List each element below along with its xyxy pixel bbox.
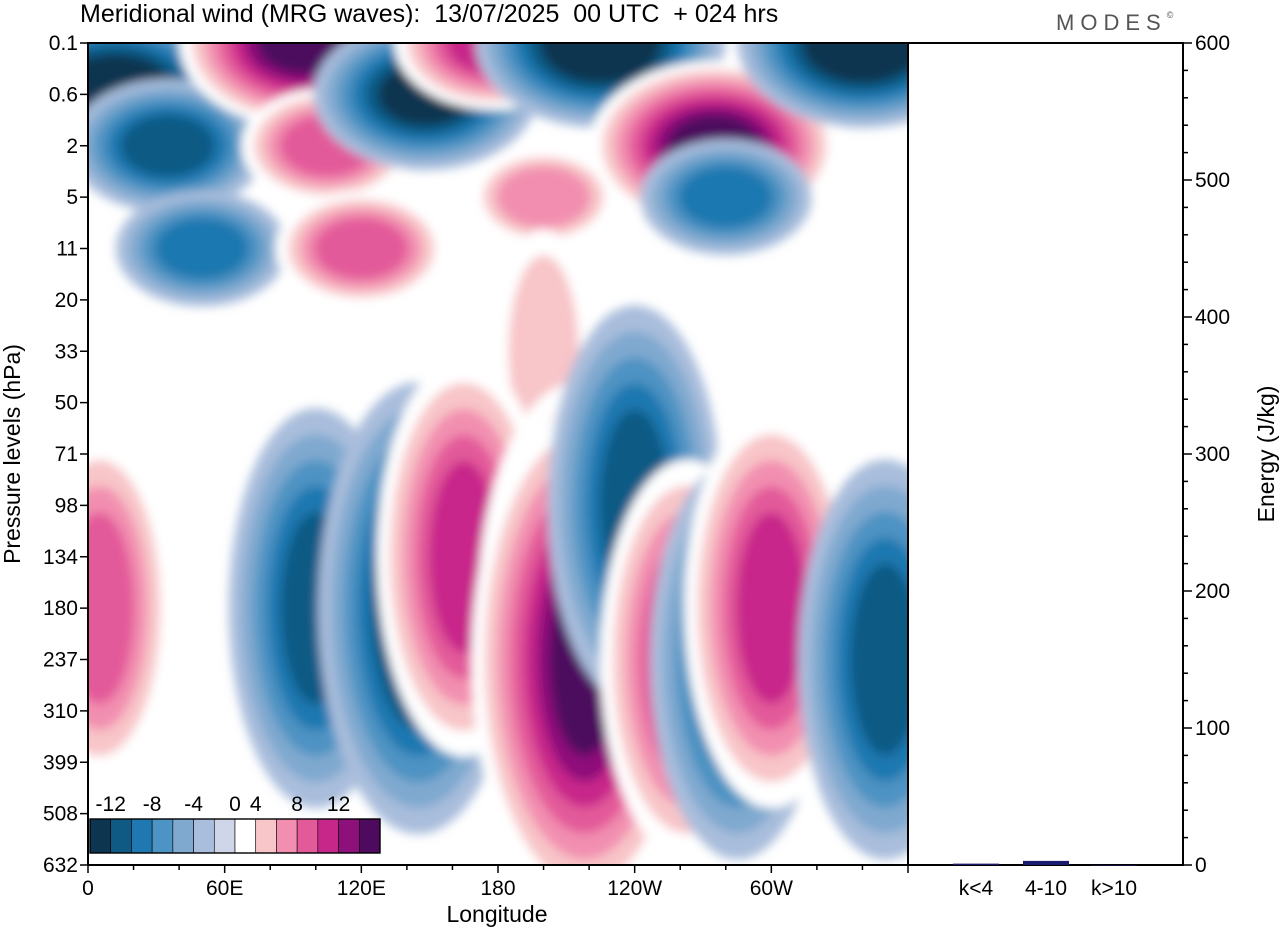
colorbar-swatch <box>296 818 319 854</box>
colorbar: -12 -8 -4 0 4 8 12 <box>89 793 381 854</box>
energy-bar <box>953 863 999 865</box>
y-axis-title: Pressure levels (hPa) <box>0 344 25 564</box>
brand-logo: MODES© <box>1056 10 1173 36</box>
energy-category-label: k<4 <box>959 877 994 900</box>
energy-bar <box>1023 860 1069 865</box>
colorbar-swatch <box>172 818 194 854</box>
colorbar-swatch <box>276 818 298 854</box>
energy-tick-label: 600 <box>1195 32 1230 55</box>
energy-axis-title: Energy (J/kg) <box>1253 386 1279 523</box>
contour-band <box>120 114 215 177</box>
y-tick-label: 632 <box>43 854 78 877</box>
energy-tick-label: 300 <box>1195 443 1230 466</box>
contour-band <box>850 563 908 756</box>
energy-category-label: 4-10 <box>1025 877 1067 900</box>
contour-panel <box>87 42 909 866</box>
colorbar-swatch <box>89 818 112 854</box>
contour-feature <box>88 434 174 783</box>
y-tick-label: 237 <box>43 649 78 672</box>
y-tick-label: 0.1 <box>49 32 78 55</box>
y-tick-label: 2 <box>66 135 78 158</box>
energy-category-label: k>10 <box>1091 877 1137 900</box>
y-tick-label: 71 <box>55 443 78 466</box>
colorbar-labels: -12 -8 -4 0 4 8 12 <box>96 793 351 816</box>
colorbar-swatch <box>358 818 381 854</box>
energy-tick-label: 100 <box>1195 717 1230 740</box>
y-tick-label: 180 <box>43 597 78 620</box>
brand-mark: © <box>1166 10 1174 20</box>
colorbar-label: -4 <box>184 793 203 816</box>
energy-categories: k<4 4-10 k>10 <box>959 877 1137 900</box>
longitude-axis: 0 60E 120E 180 120W 60W <box>82 865 909 900</box>
colorbar-swatch <box>234 818 257 854</box>
colorbar-frame <box>89 818 381 854</box>
chart-title: Meridional wind (MRG waves): 13/07/2025 … <box>80 0 779 28</box>
x-axis-title: Longitude <box>446 901 547 927</box>
y-tick-label: 5 <box>66 186 78 209</box>
colorbar-swatch <box>193 818 215 854</box>
y-tick-label: 134 <box>43 546 78 569</box>
colorbar-swatches <box>89 818 381 854</box>
contour-band <box>736 512 807 705</box>
energy-tick-label: 200 <box>1195 580 1230 603</box>
colorbar-label: 12 <box>327 793 350 816</box>
energy-frame <box>907 42 1184 866</box>
contour-band <box>496 166 591 229</box>
y-tick-label: 50 <box>55 392 78 415</box>
contour-band <box>553 43 648 74</box>
x-tick-label: 120E <box>337 877 386 900</box>
x-tick-label: 0 <box>82 877 94 900</box>
colorbar-label: -12 <box>96 793 126 816</box>
y-tick-label: 20 <box>55 289 78 312</box>
contour-feature <box>88 78 267 213</box>
colorbar-swatch <box>317 818 339 854</box>
x-tick-label: 60W <box>750 877 793 900</box>
contour-feature <box>470 148 617 247</box>
colorbar-swatch <box>338 818 360 854</box>
contour-band <box>88 512 135 705</box>
contour-feature <box>798 459 908 860</box>
brand-name: MODES <box>1056 10 1167 35</box>
contour-feature <box>115 190 288 307</box>
colorbar-swatch <box>255 818 277 854</box>
contour-band <box>314 217 409 280</box>
colorbar-swatch <box>110 818 132 854</box>
contour-feature <box>639 139 812 256</box>
y-tick-label: 98 <box>55 494 78 517</box>
y-tick-label: 0.6 <box>49 83 78 106</box>
energy-axis: 0 100 200 300 400 500 600 <box>1183 32 1230 877</box>
contour-feature <box>275 190 448 307</box>
energy-tick-label: 500 <box>1195 169 1230 192</box>
energy-bars <box>953 860 1137 866</box>
contour-band <box>815 43 908 74</box>
colorbar-swatch <box>131 818 153 854</box>
energy-panel: 0 100 200 300 400 500 600 k<4 4-10 k>10 Energy (… <box>907 32 1279 900</box>
y-tick-label: 399 <box>43 751 78 774</box>
colorbar-label: -8 <box>143 793 162 816</box>
x-tick-label: 180 <box>480 877 515 900</box>
x-tick-label: 120W <box>607 877 662 900</box>
y-tick-label: 508 <box>43 803 78 826</box>
colorbar-swatch <box>213 818 236 854</box>
energy-tick-label: 400 <box>1195 306 1230 329</box>
x-tick-label: 60E <box>206 877 243 900</box>
y-tick-label: 33 <box>55 340 78 363</box>
energy-tick-label: 0 <box>1195 854 1207 877</box>
contour-feature <box>737 43 908 128</box>
colorbar-swatch <box>151 818 174 854</box>
colorbar-label: 8 <box>291 793 303 816</box>
contour-band <box>154 217 249 280</box>
y-tick-label: 11 <box>56 238 78 261</box>
colorbar-label: 4 <box>250 793 262 816</box>
colorbar-label: 0 <box>229 793 241 816</box>
contour-band <box>678 166 773 229</box>
contour-field <box>88 43 908 865</box>
energy-bar <box>1091 865 1137 866</box>
pressure-axis: 0.1 0.6 2 5 11 20 33 50 71 98 134 180 237 310 399 508 63… <box>43 32 88 877</box>
y-tick-label: 310 <box>43 700 78 723</box>
